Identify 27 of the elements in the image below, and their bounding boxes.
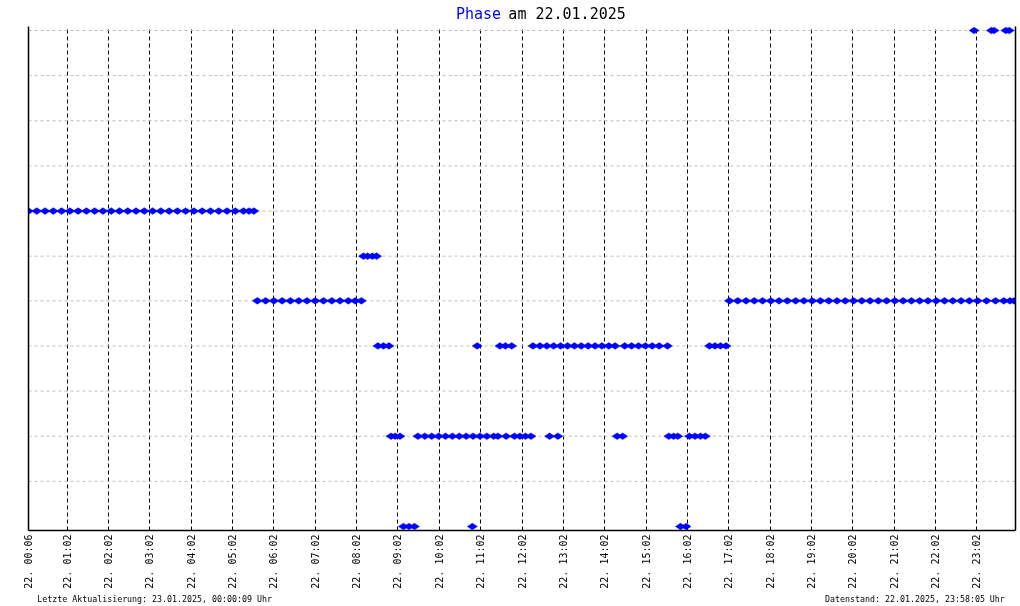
text: Letzte Aktualisierung: 23.01.2025, 00:00:09 Uhr: [37, 594, 272, 604]
x-tick-label: 22. 15:02: [640, 534, 652, 589]
x-tick-label: 22. 00:06: [23, 534, 34, 589]
x-tick-label: 22. 19:02: [805, 534, 817, 589]
x-tick-label: 22. 18:02: [764, 534, 776, 589]
x-tick-label: 22. 23:02: [971, 534, 983, 589]
x-tick-label: 22. 02:02: [102, 534, 114, 589]
x-tick-label: 22. 06:02: [268, 534, 280, 589]
x-tick-label: 22. 14:02: [599, 534, 611, 589]
x-tick-label: 22. 09:02: [392, 534, 404, 589]
x-tick-label: 22. 01:02: [61, 534, 73, 589]
chart-title: Phase am 22.01.2025: [455, 4, 626, 23]
x-tick-label: 22. 16:02: [681, 534, 693, 589]
x-tick-label: 22. 22:02: [930, 534, 942, 589]
x-tick-label: 22. 07:02: [309, 534, 321, 589]
x-tick-label: 22. 08:02: [351, 534, 363, 589]
x-tick-label: 22. 12:02: [516, 534, 528, 589]
x-tick-label: 22. 17:02: [723, 534, 735, 589]
x-tick-label: 22. 03:02: [144, 534, 156, 589]
x-tick-label: 22. 13:02: [557, 534, 569, 589]
text: Datenstand: 22.01.2025, 23:58:05 Uhr: [825, 594, 1005, 604]
x-tick-label: 22. 11:02: [475, 534, 487, 589]
x-tick-label: 22. 05:02: [227, 534, 239, 589]
x-tick-label: 22. 10:02: [433, 534, 445, 589]
x-tick-label: 22. 21:02: [888, 534, 900, 589]
x-tick-label: 22. 20:02: [847, 534, 859, 589]
x-tick-label: 22. 04:02: [185, 534, 197, 589]
